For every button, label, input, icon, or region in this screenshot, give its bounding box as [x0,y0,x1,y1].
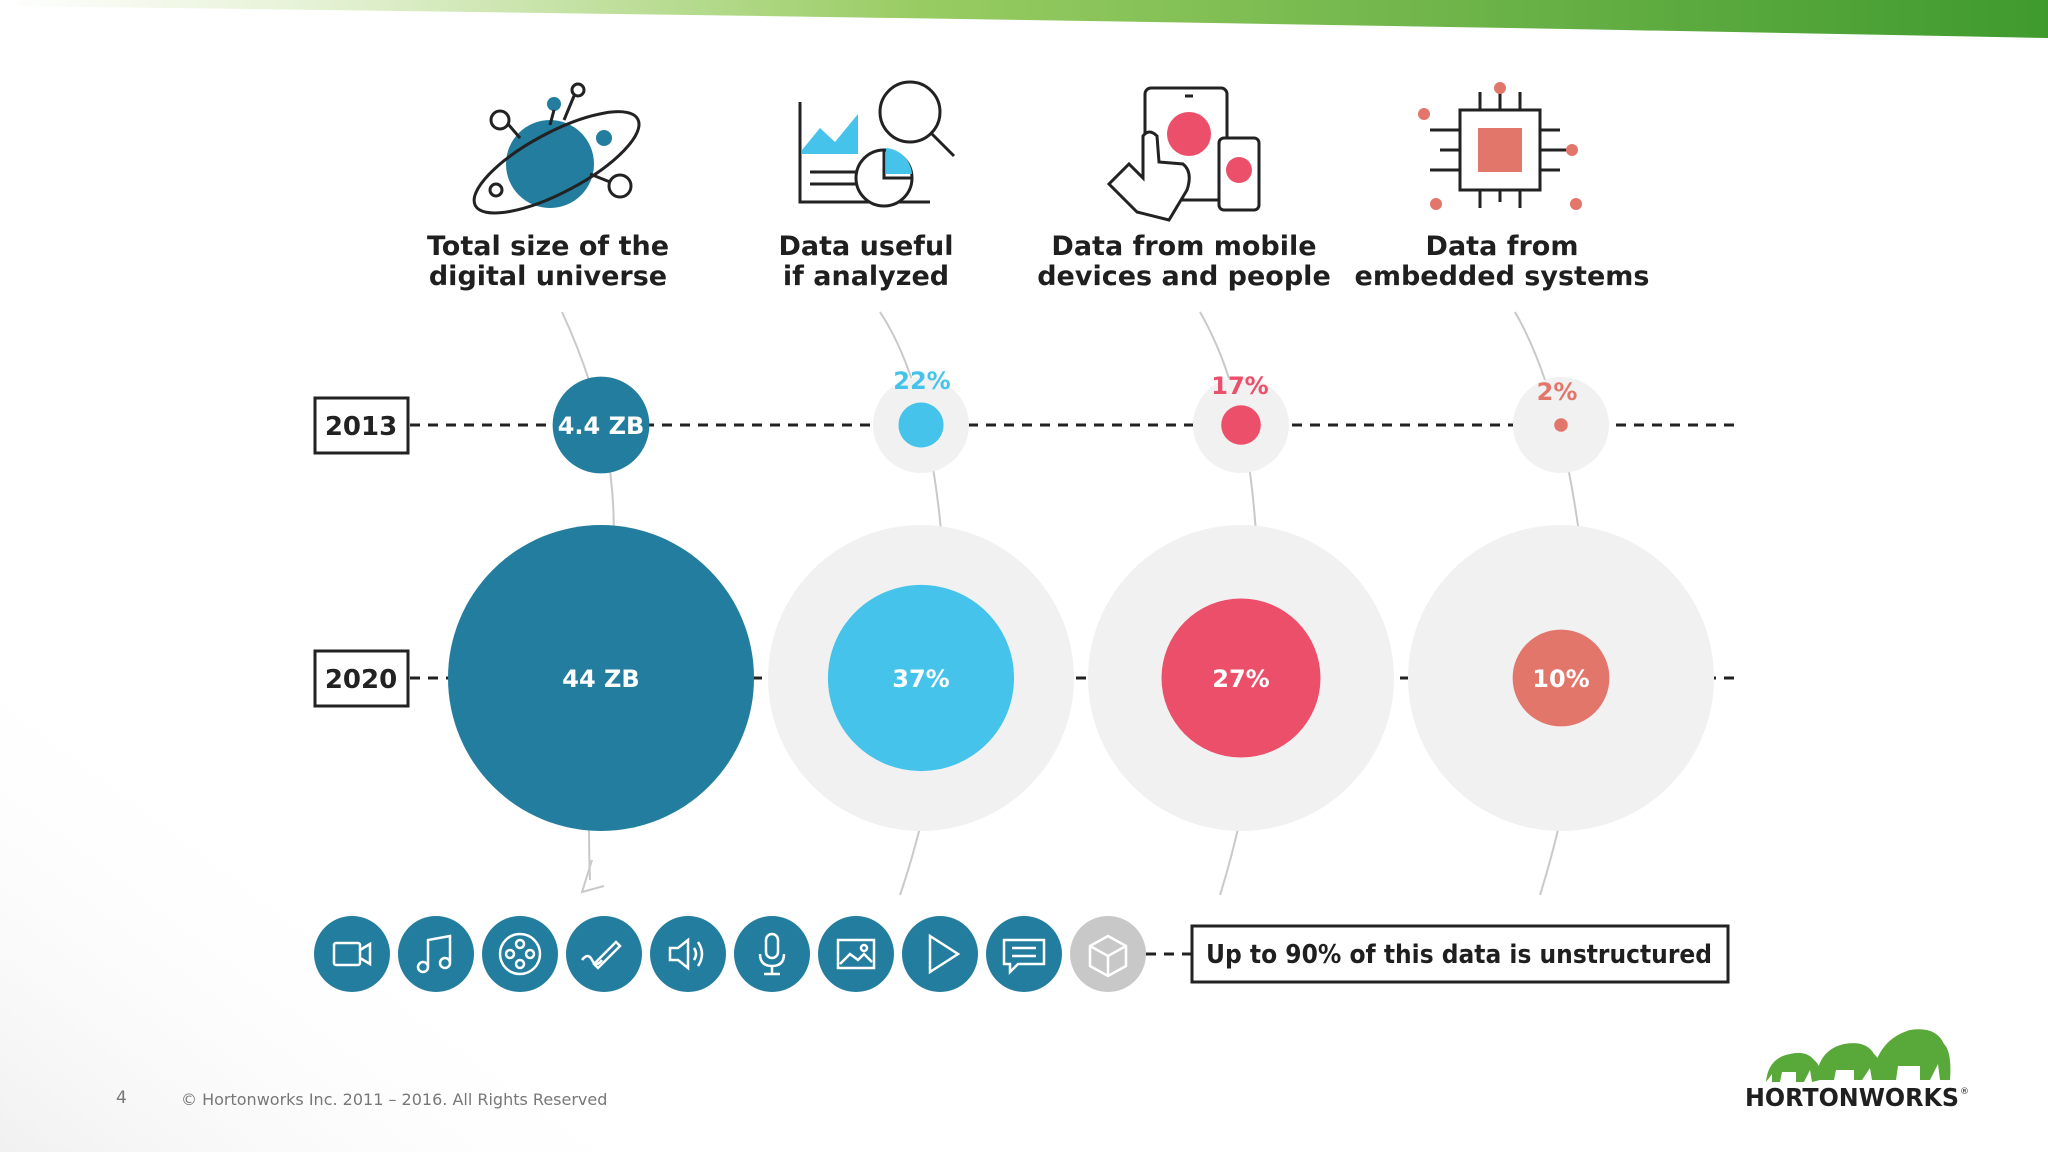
label-2013-col3: 17% [1211,372,1268,400]
label-2013-col2: 22% [893,367,950,395]
elephants-logo-icon [1766,1029,1951,1082]
col3-title-line1: Data from mobile [1051,231,1316,262]
bubble-2020-2 [827,584,1015,772]
bubble-2020-3 [1161,598,1321,758]
row-label-2020: 2020 [313,649,410,708]
chat-icon [986,916,1062,992]
bubble-2013-2 [898,402,944,448]
mobile-devices-icon [1106,86,1261,222]
music-note-icon [398,916,474,992]
film-reel-icon [482,916,558,992]
bubble-2013-4 [1554,418,1568,432]
play-icon [902,916,978,992]
speaker-icon [650,916,726,992]
label-2013-col1: 4.4 ZB [558,412,645,440]
col3-title-line2: devices and people [1037,261,1331,292]
row-label-2020-text: 2020 [325,665,397,695]
bubble-2020-4 [1512,629,1610,727]
bubble-2013-3 [1221,405,1261,445]
row-label-2013: 2013 [313,396,410,455]
planet-icon [472,82,641,215]
data-type-icons [314,916,1146,992]
bubble-2020-1 [448,525,754,831]
label-2020-col4: 10% [1532,665,1589,693]
col1-title-line1: Total size of the [427,231,669,262]
video-camera-icon [314,916,390,992]
label-2013-col4: 2% [1537,378,1578,406]
col2-title-line2: if analyzed [783,261,949,292]
top-accent-bar [0,0,2048,38]
analytics-icon [798,80,956,208]
pen-icon [566,916,642,992]
microphone-icon [734,916,810,992]
col4-title-line1: Data from [1426,231,1579,262]
label-2020-col3: 27% [1212,665,1269,693]
col4-title-line2: embedded systems [1355,261,1650,292]
unstructured-note-text: Up to 90% of this data is unstructured [1206,940,1712,970]
cube-icon [1070,916,1146,992]
page-number: 4 [116,1088,127,1108]
col2-title-line1: Data useful [779,231,954,262]
col1-title-line2: digital universe [429,261,667,292]
copyright: © Hortonworks Inc. 2011 – 2016. All Righ… [181,1090,607,1109]
chip-icon [1418,82,1582,210]
image-icon [818,916,894,992]
svg-text:®: ® [1960,1087,1969,1097]
label-2020-col1: 44 ZB [562,665,639,693]
unstructured-note: Up to 90% of this data is unstructured [1190,924,1730,984]
bubble-2013-1 [552,376,650,474]
label-2020-col2: 37% [892,665,949,693]
row-label-2013-text: 2013 [325,412,397,442]
hortonworks-logo-text: HORTONWORKS [1745,1083,1959,1112]
